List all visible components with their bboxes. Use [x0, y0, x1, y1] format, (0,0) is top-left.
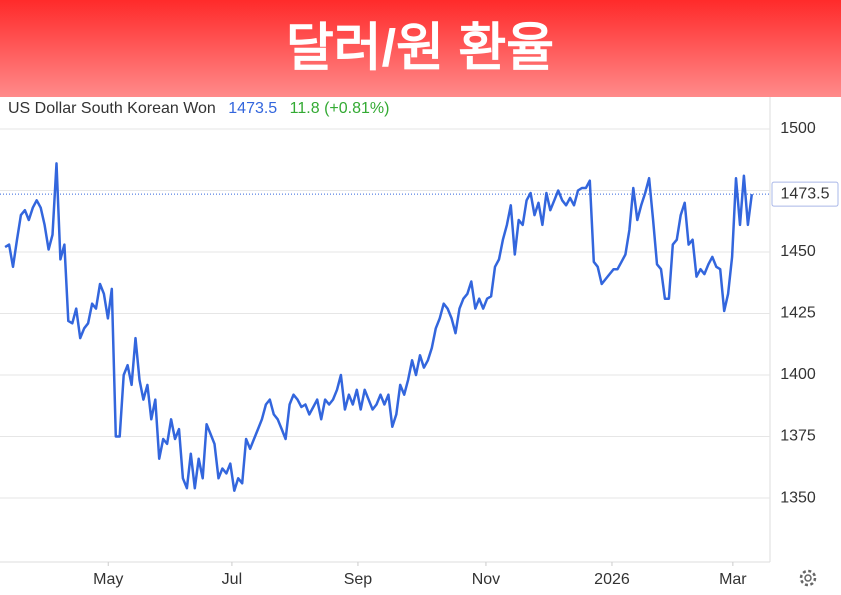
legend-name: US Dollar South Korean Won — [8, 100, 216, 117]
y-tick-label: 1350 — [780, 489, 816, 506]
last-value-label: 1473.5 — [781, 185, 830, 202]
x-tick-label: 2026 — [594, 571, 630, 588]
price-line — [4, 162, 754, 492]
x-tick-label: Mar — [719, 571, 747, 588]
title-banner — [0, 0, 841, 97]
settings-icon[interactable] — [799, 569, 817, 587]
y-tick-label: 1450 — [780, 243, 816, 260]
x-tick-label: Jul — [222, 571, 242, 588]
legend-change-percent: (+0.81%) — [324, 100, 389, 117]
chart-title: 달러/원 환율 — [286, 20, 554, 78]
y-tick-label: 1500 — [780, 120, 816, 137]
y-tick-label: 1425 — [780, 305, 816, 322]
legend-last-value: 1473.5 — [228, 100, 277, 117]
x-tick-label: May — [93, 571, 123, 588]
legend-change: 11.8 — [290, 100, 320, 117]
last-value-box — [771, 181, 839, 207]
x-tick-label: Sep — [344, 571, 373, 588]
legend: US Dollar South Korean Won 1473.5 11.8 (… — [8, 100, 389, 117]
y-tick-label: 1400 — [780, 366, 816, 383]
x-tick-label: Nov — [472, 571, 500, 588]
y-tick-label: 1375 — [780, 428, 816, 445]
